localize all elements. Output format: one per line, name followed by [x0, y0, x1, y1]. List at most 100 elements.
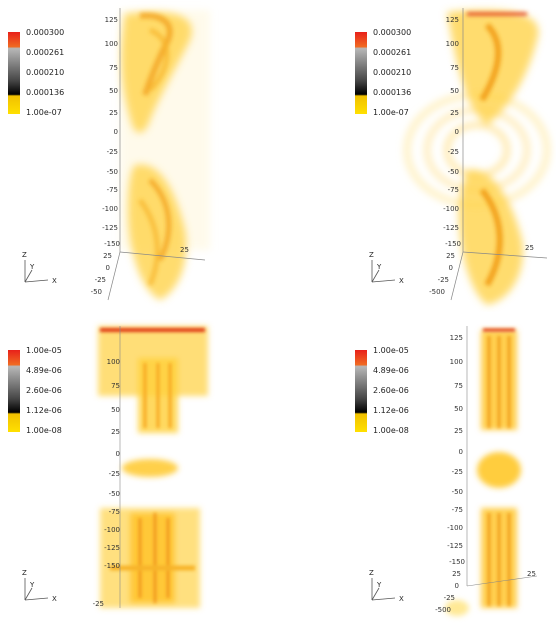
z-tick: 50 [450, 87, 459, 95]
colorbar-label: 1.00e-07 [26, 108, 62, 117]
z-tick: -75 [108, 508, 120, 516]
z-tick: -25 [451, 468, 463, 476]
y-tick: -25 [443, 594, 455, 602]
z-tick: 25 [109, 109, 118, 117]
y-tick: 25 [446, 252, 455, 260]
volume-rendering [445, 326, 538, 616]
z-tick: -50 [106, 168, 118, 176]
colorbar-label: 1.12e-06 [373, 406, 409, 415]
axis-y-label: Y [30, 263, 35, 271]
z-tick: -50 [108, 490, 120, 498]
orientation-axes: Z Y X [20, 252, 60, 292]
colorbar-label: 0.000136 [26, 88, 65, 97]
z-tick: 75 [111, 382, 120, 390]
z-tick: 125 [104, 16, 118, 24]
z-tick: 100 [445, 40, 459, 48]
x-tick: 25 [180, 246, 189, 254]
z-tick: -125 [102, 224, 118, 232]
z-tick: -100 [447, 524, 463, 532]
y-tick: 25 [103, 252, 112, 260]
volume-rendering [98, 326, 208, 608]
volume-panel-top-left: 0.000300 0.000261 0.000210 0.000136 1.00… [0, 0, 278, 312]
z-tick: -100 [443, 205, 459, 213]
z-tick: 100 [449, 358, 463, 366]
orientation-axes-icon [24, 578, 49, 601]
colorbar-label: 1.00e-08 [373, 426, 409, 435]
colorbar-label: 1.00e-08 [26, 426, 62, 435]
y-tick: -500 [429, 288, 445, 296]
z-tick: 50 [111, 406, 120, 414]
z-tick: 125 [445, 16, 459, 24]
z-tick: 25 [454, 427, 463, 435]
axis-x-label: X [52, 277, 57, 285]
colorbar-label: 1.00e-05 [373, 346, 409, 355]
z-tick: 0 [113, 128, 118, 136]
z-tick: 75 [450, 64, 459, 72]
colorbar-label: 1.00e-07 [373, 108, 409, 117]
volume-panel-bottom-right: 1.00e-05 4.89e-06 2.60e-06 1.12e-06 1.00… [347, 318, 556, 624]
colorbar-label: 0.000300 [373, 28, 412, 37]
z-tick: 25 [450, 109, 459, 117]
z-tick: 0 [115, 450, 120, 458]
z-tick: -125 [104, 544, 120, 552]
axis-x-label: X [52, 595, 57, 603]
z-tick: -100 [104, 526, 120, 534]
colorbar [355, 350, 367, 432]
colorbar-label: 0.000210 [26, 68, 65, 77]
axis-z-label: Z [369, 569, 374, 577]
y-tick: 0 [454, 582, 459, 590]
axis-z-label: Z [22, 251, 27, 259]
z-tick: -150 [445, 240, 461, 248]
y-tick: 0 [105, 264, 110, 272]
z-tick: -100 [102, 205, 118, 213]
y-tick: 0 [448, 264, 453, 272]
colorbar-label: 1.00e-05 [26, 346, 62, 355]
volume-rendering [404, 8, 550, 305]
colorbar-label: 0.000261 [373, 48, 412, 57]
colorbar-label: 2.60e-06 [26, 386, 62, 395]
colorbar-label: 4.89e-06 [26, 366, 62, 375]
volume-panel-top-right: 0.000300 0.000261 0.000210 0.000136 1.00… [347, 0, 556, 312]
y-tick: -25 [94, 276, 106, 284]
y-tick: -25 [92, 600, 104, 608]
y-tick: -500 [435, 606, 451, 614]
z-tick: -75 [106, 186, 118, 194]
orientation-axes: Z Y X [367, 252, 407, 292]
colorbar [8, 32, 20, 114]
axis-z-label: Z [369, 251, 374, 259]
z-tick: -25 [106, 148, 118, 156]
z-tick: 50 [109, 87, 118, 95]
orientation-axes-icon [371, 260, 396, 283]
axis-x-label: X [399, 277, 404, 285]
axis-z-label: Z [22, 569, 27, 577]
volume-rendering [107, 8, 210, 301]
axis-y-label: Y [30, 581, 35, 589]
z-tick: -150 [449, 558, 465, 566]
axis-y-label: Y [377, 581, 382, 589]
colorbar [8, 350, 20, 432]
colorbar-label: 0.000300 [26, 28, 65, 37]
colorbar-label: 0.000210 [373, 68, 412, 77]
z-tick: -25 [447, 148, 459, 156]
orientation-axes: Z Y X [20, 570, 60, 610]
colorbar-label: 0.000136 [373, 88, 412, 97]
colorbar-label: 1.12e-06 [26, 406, 62, 415]
z-tick: 0 [458, 448, 463, 456]
axis-x-label: X [399, 595, 404, 603]
colorbar-label: 2.60e-06 [373, 386, 409, 395]
orientation-axes-icon [371, 578, 396, 601]
z-tick: -125 [447, 542, 463, 550]
z-tick: -75 [451, 506, 463, 514]
z-tick: -75 [447, 186, 459, 194]
z-tick: 100 [104, 40, 118, 48]
x-tick: 25 [525, 244, 534, 252]
x-tick: 25 [527, 570, 536, 578]
z-tick: 0 [454, 128, 459, 136]
z-tick: -50 [451, 488, 463, 496]
z-tick: -50 [447, 168, 459, 176]
orientation-axes: Z Y X [367, 570, 407, 610]
z-tick: -150 [104, 240, 120, 248]
z-tick: -25 [108, 470, 120, 478]
z-tick: 75 [454, 382, 463, 390]
y-tick: -50 [90, 288, 102, 296]
